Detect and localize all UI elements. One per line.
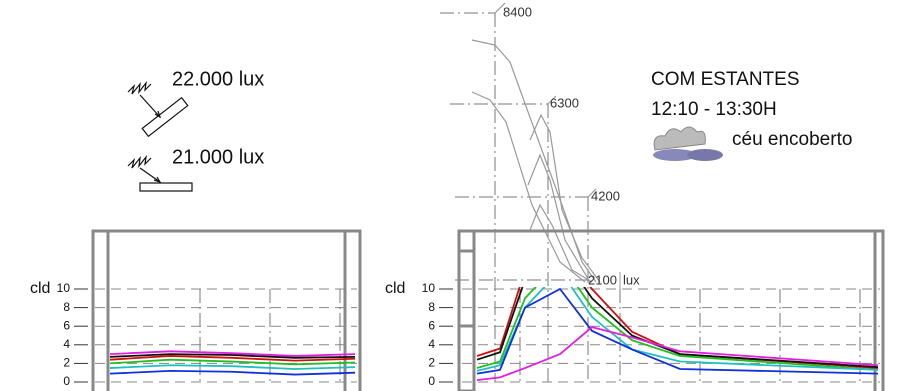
y-tick-label: 6	[63, 318, 70, 332]
lux-scale-label: 8400	[503, 4, 532, 19]
y-tick-label: 4	[63, 337, 70, 351]
series-line	[109, 358, 356, 366]
title: COM ESTANTES	[651, 69, 800, 90]
series-line	[476, 326, 879, 382]
sky-label: céu encoberto	[732, 129, 852, 150]
series-line	[476, 287, 879, 375]
lux-scale-label: 2100	[588, 272, 617, 287]
lux-unit: lux	[623, 272, 640, 287]
series-line	[476, 287, 879, 372]
y-tick-label: 0	[63, 374, 70, 388]
series-line	[109, 355, 356, 362]
series-line	[476, 287, 879, 371]
light-icon	[127, 80, 193, 192]
lux-scale-label: 6300	[550, 95, 579, 110]
lux-label: 22.000 lux	[172, 68, 264, 90]
series-line	[109, 369, 356, 376]
plot	[109, 350, 356, 376]
y-tick-label: 8	[63, 300, 70, 314]
y-tick-label: 2	[63, 356, 70, 370]
lux-label: 21.000 lux	[172, 146, 264, 168]
y-tick-label: 2	[428, 356, 435, 370]
series-line	[476, 287, 879, 369]
building	[91, 229, 885, 391]
series-line	[109, 353, 356, 359]
y-axis-label: cld	[30, 280, 50, 297]
y-tick-label: 10	[57, 281, 71, 295]
time: 12:10 - 13:30H	[651, 99, 777, 120]
plot	[476, 287, 879, 382]
y-tick-label: 10	[422, 281, 436, 295]
y-axis-label: cld	[385, 280, 405, 297]
series-line	[109, 364, 356, 370]
lux-guides	[440, 2, 601, 382]
series-line	[109, 350, 356, 357]
lux-scale-label: 4200	[591, 188, 620, 203]
y-tick-label: 6	[428, 318, 435, 332]
y-tick-label: 4	[428, 337, 435, 351]
y-tick-label: 8	[428, 300, 435, 314]
y-tick-label: 0	[428, 374, 435, 388]
cloud-icon	[653, 126, 723, 161]
